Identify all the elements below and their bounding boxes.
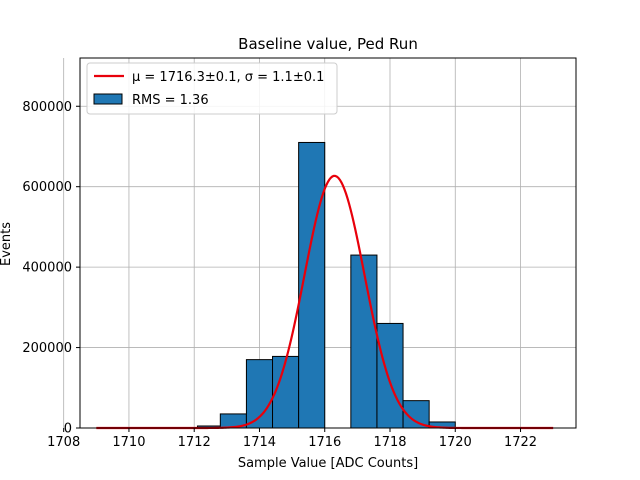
- y-tick-label-3: 600000: [22, 180, 72, 195]
- y-axis-ticks: 0 200000 400000 600000 800000: [22, 100, 80, 437]
- y-tick-label-1: 200000: [22, 341, 72, 356]
- legend-histogram-swatch: [93, 93, 123, 105]
- x-tick-label-3: 1714: [243, 435, 276, 450]
- y-tick-label-2: 400000: [22, 261, 72, 276]
- x-tick-label-1: 1710: [112, 435, 145, 450]
- histogram-bar-10: [350, 254, 378, 429]
- x-tick-label-2: 1712: [178, 435, 211, 450]
- histogram-bar-11: [376, 322, 404, 429]
- x-axis-label: Sample Value [ADC Counts]: [238, 456, 418, 471]
- legend-histogram-label: RMS = 1.36: [132, 93, 209, 108]
- x-tick-label-5: 1718: [373, 435, 406, 450]
- legend-fit-label: μ = 1716.3±0.1, σ = 1.1±0.1: [132, 70, 324, 85]
- x-tick-label-7: 1722: [504, 435, 537, 450]
- legend-box: [86, 62, 338, 115]
- y-tick-label-4: 800000: [22, 100, 72, 115]
- x-tick-label-0: 1708: [47, 435, 80, 450]
- legend: μ = 1716.3±0.1, σ = 1.1±0.1 RMS = 1.36: [86, 62, 338, 115]
- x-tick-label-6: 1720: [439, 435, 472, 450]
- histogram-bar-7: [272, 355, 300, 429]
- x-axis-ticks: 1708 1710 1712 1714 1716 1718 1720 1722: [47, 428, 537, 450]
- x-tick-label-4: 1716: [308, 435, 341, 450]
- plot-frame: [79, 57, 577, 429]
- y-axis-label: Events: [0, 222, 14, 266]
- y-tick-label-0: 0: [64, 422, 72, 437]
- chart-title: Baseline value, Ped Run: [238, 35, 418, 53]
